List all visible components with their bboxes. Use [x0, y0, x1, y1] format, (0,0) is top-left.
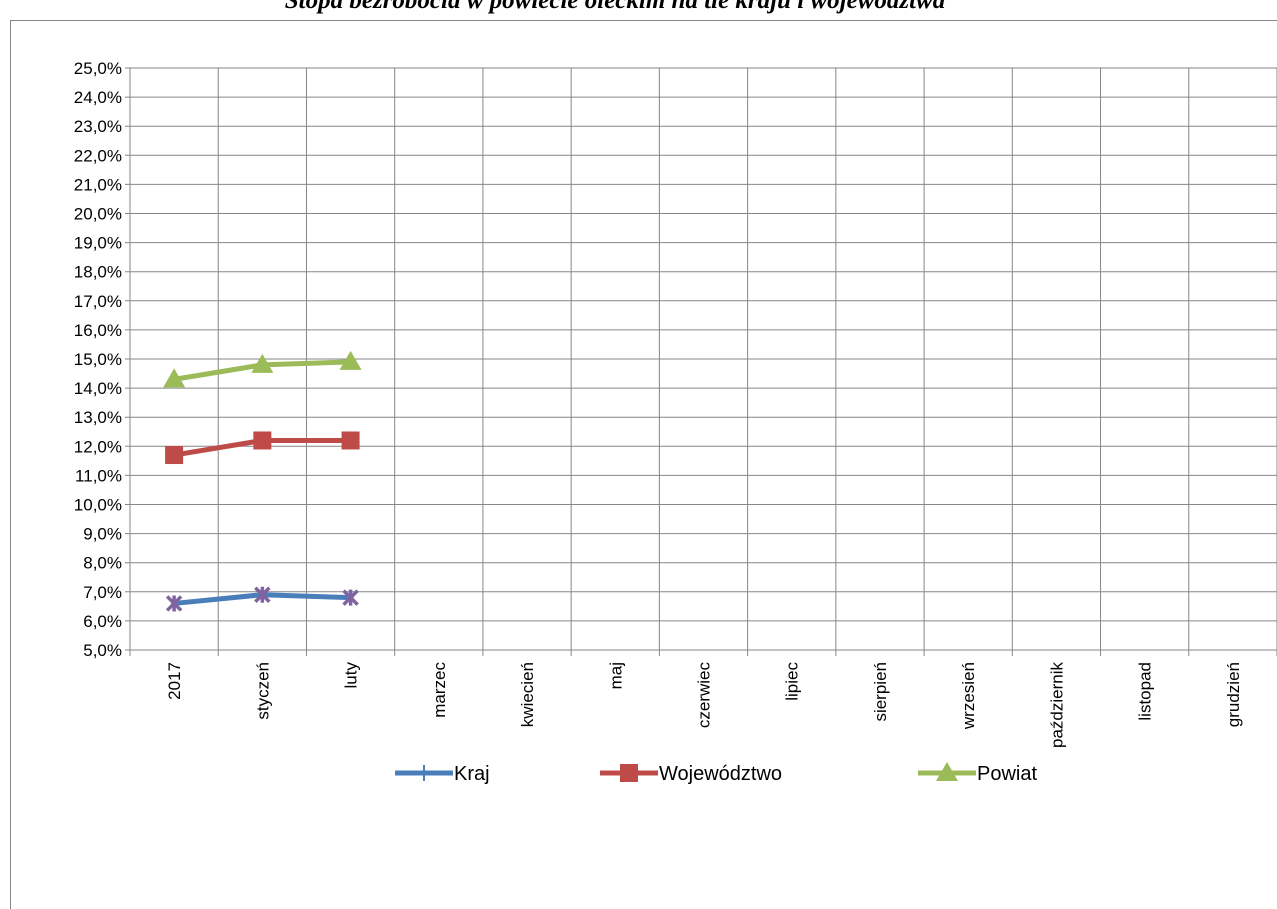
- marker: [163, 368, 186, 388]
- x-tick-label: kwiecień: [518, 662, 537, 727]
- x-tick-label: lipiec: [783, 662, 802, 701]
- marker-dot: [347, 594, 354, 601]
- y-tick-label: 18,0%: [74, 263, 122, 282]
- marker: [253, 431, 272, 450]
- x-tick-label: sierpień: [871, 662, 890, 722]
- y-tick-label: 12,0%: [74, 437, 122, 456]
- y-tick-label: 15,0%: [74, 350, 122, 369]
- y-tick-label: 8,0%: [83, 554, 122, 573]
- x-tick-label: czerwiec: [695, 662, 714, 729]
- legend-label: Powiat: [977, 763, 1037, 785]
- marker: [251, 353, 274, 373]
- y-tick-label: 7,0%: [83, 583, 122, 602]
- y-tick-label: 20,0%: [74, 205, 122, 224]
- x-tick-label: listopad: [1136, 662, 1155, 721]
- y-tick-label: 6,0%: [83, 612, 122, 631]
- marker: [339, 350, 362, 370]
- y-tick-label: 19,0%: [74, 234, 122, 253]
- chart-border: [10, 20, 1277, 909]
- x-tick-label: wrzesień: [959, 662, 978, 730]
- legend-label: Kraj: [454, 763, 490, 785]
- x-tick-label: październik: [1047, 662, 1066, 748]
- legend-marker: [936, 762, 958, 781]
- legend-label: Województwo: [659, 763, 782, 785]
- y-tick-label: 5,0%: [83, 641, 122, 660]
- marker-dot: [171, 600, 178, 607]
- y-tick-label: 24,0%: [74, 88, 122, 107]
- x-tick-label: grudzień: [1224, 662, 1243, 727]
- y-tick-label: 9,0%: [83, 525, 122, 544]
- marker: [165, 446, 184, 465]
- y-tick-label: 11,0%: [75, 466, 122, 485]
- y-tick-label: 21,0%: [74, 175, 122, 194]
- x-tick-label: maj: [606, 662, 625, 689]
- x-tick-label: luty: [342, 662, 361, 689]
- y-tick-label: 10,0%: [74, 496, 122, 515]
- x-tick-label: marzec: [430, 662, 449, 718]
- marker: [341, 431, 360, 450]
- y-tick-label: 25,0%: [74, 59, 122, 78]
- chart-title: Stopa bezrobocia w powiecie oleckim na t…: [285, 0, 945, 14]
- y-tick-label: 16,0%: [74, 321, 122, 340]
- x-tick-label: styczeń: [253, 662, 272, 720]
- y-tick-label: 22,0%: [74, 146, 122, 165]
- y-tick-label: 23,0%: [74, 117, 122, 136]
- marker-dot: [259, 591, 266, 598]
- y-tick-label: 13,0%: [74, 408, 122, 427]
- y-tick-label: 17,0%: [74, 292, 122, 311]
- y-tick-label: 14,0%: [74, 379, 122, 398]
- legend-marker: [620, 764, 638, 782]
- x-tick-label: 2017: [165, 662, 184, 700]
